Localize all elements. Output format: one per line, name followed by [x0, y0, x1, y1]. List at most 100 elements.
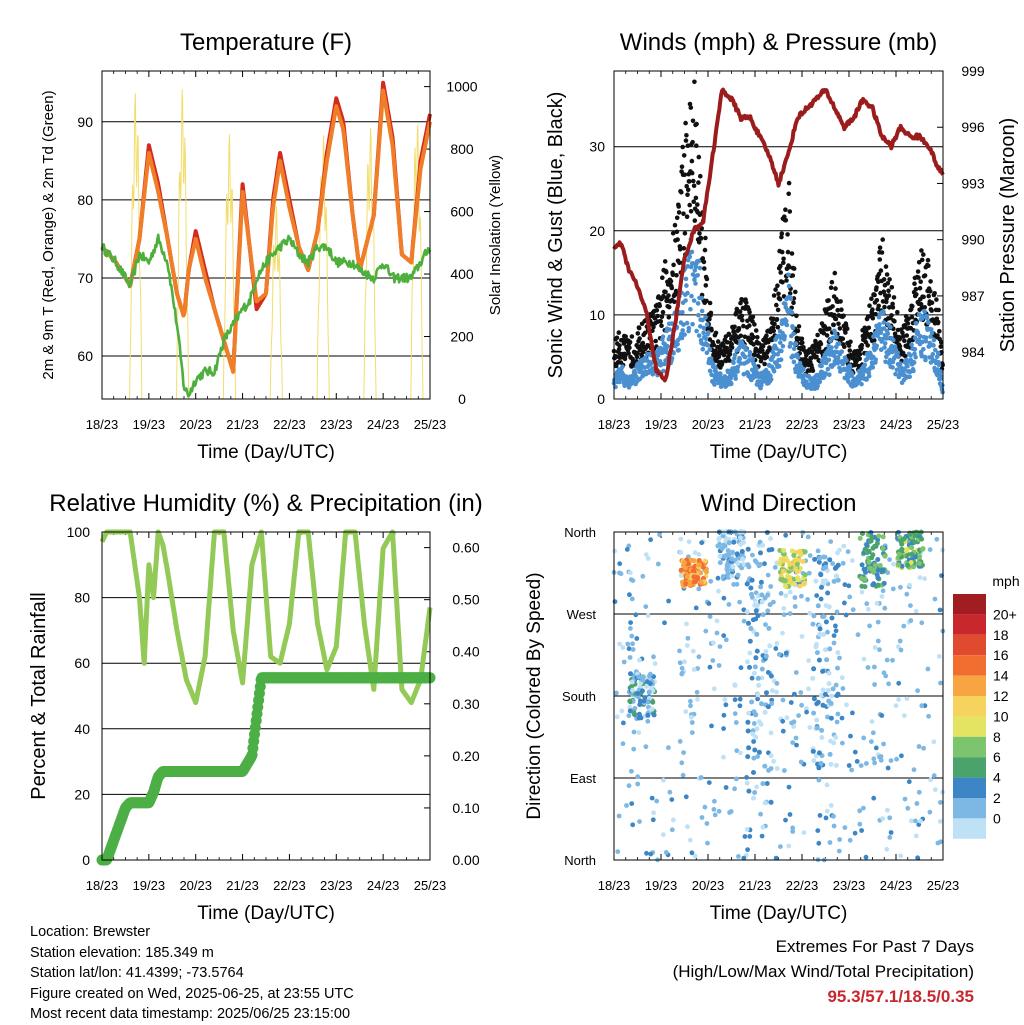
direction-point: [768, 799, 774, 805]
direction-point: [791, 552, 797, 558]
direction-point: [831, 813, 836, 819]
wind-point: [933, 347, 938, 353]
direction-point: [684, 643, 690, 648]
gust-point: [830, 304, 835, 309]
direction-point: [817, 626, 823, 632]
gust-point: [691, 183, 697, 189]
gust-point: [614, 335, 620, 341]
direction-point: [780, 568, 786, 574]
direction-point: [687, 582, 693, 588]
wind-point: [782, 333, 787, 339]
direction-point: [769, 547, 775, 552]
direction-point: [835, 711, 841, 717]
wind-point: [682, 332, 687, 337]
direction-point: [685, 635, 691, 641]
direction-point: [835, 665, 840, 671]
direction-point: [688, 698, 693, 704]
direction-point: [804, 709, 809, 715]
direction-point: [639, 688, 645, 694]
gust-point: [886, 288, 891, 294]
direction-point: [850, 607, 856, 613]
wind-point: [754, 366, 759, 371]
direction-point: [677, 660, 683, 666]
direction-point: [913, 818, 918, 824]
wind-point: [795, 355, 801, 360]
direction-point: [753, 608, 759, 614]
direction-point: [708, 578, 714, 584]
direction-point: [735, 572, 741, 578]
direction-point: [753, 712, 759, 717]
gust-point: [688, 105, 694, 110]
direction-point: [619, 708, 625, 714]
wind-point: [688, 264, 694, 270]
panel-2-title: Relative Humidity (%) & Precipitation (i…: [49, 490, 482, 517]
direction-point: [751, 721, 757, 726]
pressure-ylabel: Station Pressure (Maroon): [997, 118, 1019, 353]
wind-point: [732, 356, 737, 361]
direction-point: [645, 718, 651, 724]
direction-point: [927, 809, 933, 815]
gust-point: [786, 180, 792, 186]
gust-point: [881, 277, 887, 282]
gust-point: [936, 307, 941, 313]
panel-3-xtick-label: 22/23: [786, 878, 819, 893]
direction-point: [710, 658, 716, 663]
direction-point: [688, 714, 694, 720]
rh-ylabel: Percent & Total Rainfall: [28, 592, 50, 800]
direction-point: [880, 545, 886, 551]
direction-point: [816, 777, 822, 783]
direction-point: [754, 726, 760, 732]
direction-point: [728, 809, 734, 814]
direction-point: [926, 713, 931, 719]
gust-point: [760, 344, 766, 349]
gust-point: [684, 183, 689, 189]
gust-point: [727, 351, 733, 357]
precip-ytick-label: 0.20: [452, 748, 479, 764]
direction-point: [654, 798, 660, 804]
direction-point: [915, 688, 920, 694]
direction-point: [768, 753, 774, 759]
direction-point: [840, 686, 846, 691]
direction-point: [783, 817, 788, 823]
precip-ytick-label: 0.50: [452, 592, 479, 608]
wind-point: [786, 272, 791, 278]
gust-point: [884, 272, 890, 277]
direction-point: [887, 815, 893, 821]
wind-point: [784, 322, 790, 328]
direction-point: [696, 586, 702, 592]
gust-point: [799, 336, 805, 342]
rh-ytick-label: 0: [82, 852, 90, 868]
direction-point: [885, 807, 890, 813]
rh-ytick-label: 40: [74, 721, 90, 737]
direction-point: [801, 581, 807, 587]
panel-1-xtick-label: 21/23: [739, 417, 772, 432]
direction-point: [787, 589, 793, 595]
wind-point: [859, 381, 864, 387]
direction-point: [768, 584, 774, 589]
wind-point: [801, 366, 806, 372]
direction-point: [882, 553, 888, 559]
direction-point: [884, 657, 890, 663]
wind-point: [839, 349, 844, 354]
gust-point: [716, 354, 722, 360]
gust-point: [692, 79, 697, 85]
direction-point: [689, 720, 695, 725]
wind-point: [895, 350, 900, 356]
dir-ytick-label: South: [562, 689, 596, 704]
panel-3-xtick-label: 23/23: [833, 878, 866, 893]
direction-point: [670, 817, 676, 823]
direction-point: [797, 583, 803, 589]
panel-0-xtick-label: 21/23: [226, 417, 259, 432]
gust-point: [878, 268, 884, 273]
wind-point: [882, 341, 888, 346]
direction-point: [746, 564, 752, 570]
direction-point: [793, 735, 799, 741]
direction-point: [631, 729, 637, 735]
direction-point: [729, 573, 735, 579]
direction-point: [627, 698, 633, 704]
direction-point: [754, 784, 759, 790]
direction-point: [826, 681, 832, 687]
direction-point: [721, 726, 726, 731]
direction-point: [746, 745, 752, 751]
wind-point: [894, 367, 900, 373]
